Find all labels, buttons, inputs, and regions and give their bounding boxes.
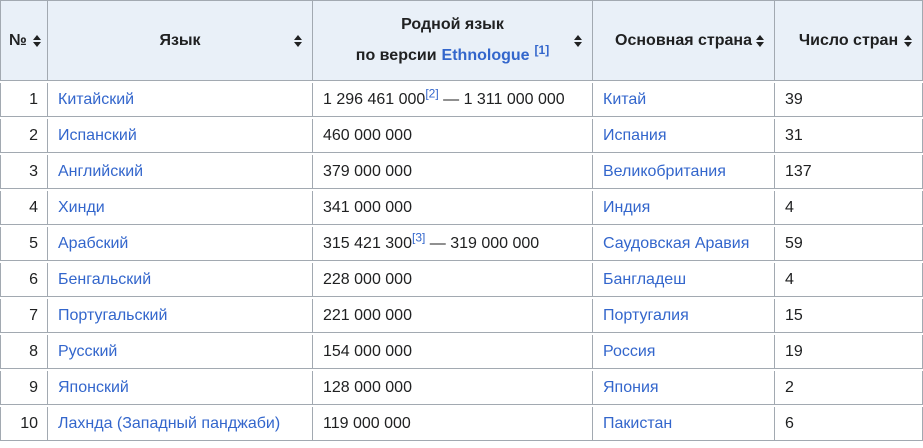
reference-link[interactable]: [3]: [411, 230, 426, 245]
reference-link[interactable]: [2]: [425, 86, 439, 101]
language-link[interactable]: Португальский: [58, 306, 168, 324]
column-header-countries-count[interactable]: Число стран: [775, 0, 923, 81]
countries-count-value: 2: [775, 371, 923, 405]
table-row: 6 Бенгальский 228 000 000 Бангладеш 4: [0, 263, 923, 297]
row-rank: 3: [0, 155, 48, 189]
language-link[interactable]: Китайский: [58, 90, 135, 108]
native-speakers-value: 128 000 000: [313, 371, 593, 405]
column-header-language-label: Язык: [159, 31, 201, 49]
header-row: № Язык Родной язык по версии Ethnologue [1…: [0, 0, 923, 81]
language-link[interactable]: Арабский: [58, 234, 129, 252]
native-speakers-value: 119 000 000: [313, 407, 593, 441]
countries-count-value: 59: [775, 227, 923, 261]
country-link[interactable]: Португалия: [603, 306, 689, 324]
country-link[interactable]: Китай: [603, 90, 647, 108]
column-header-number[interactable]: №: [0, 0, 48, 81]
row-rank: 1: [0, 83, 48, 117]
column-header-native-speakers[interactable]: Родной язык по версии Ethnologue [1]: [313, 0, 593, 81]
country-link[interactable]: Бангладеш: [603, 270, 687, 288]
row-rank: 10: [0, 407, 48, 441]
language-link[interactable]: Испанский: [58, 126, 137, 144]
row-rank: 7: [0, 299, 48, 333]
ethnologue-link[interactable]: Ethnologue: [441, 47, 530, 64]
native-speakers-value: 1 296 461 000[2] — 1 311 000 000: [313, 83, 593, 117]
countries-count-value: 4: [775, 191, 923, 225]
table-row: 4 Хинди 341 000 000 Индия 4: [0, 191, 923, 225]
row-rank: 6: [0, 263, 48, 297]
column-header-main-country-label: Основная страна: [615, 31, 752, 49]
column-header-native-subtitle: по версии Ethnologue [1]: [355, 42, 550, 64]
table-row: 8 Русский 154 000 000 Россия 19: [0, 335, 923, 369]
row-rank: 8: [0, 335, 48, 369]
sort-icon[interactable]: [574, 34, 582, 47]
countries-count-value: 31: [775, 119, 923, 153]
language-link[interactable]: Лахнда (Западный панджаби): [58, 414, 281, 432]
countries-count-value: 137: [775, 155, 923, 189]
native-speakers-value: 341 000 000: [313, 191, 593, 225]
country-link[interactable]: Япония: [603, 378, 659, 396]
sort-icon[interactable]: [904, 34, 912, 47]
native-speakers-value: 221 000 000: [313, 299, 593, 333]
table-row: 7 Португальский 221 000 000 Португалия 1…: [0, 299, 923, 333]
table-row: 1 Китайский 1 296 461 000[2] — 1 311 000…: [0, 83, 923, 117]
column-header-language[interactable]: Язык: [48, 0, 313, 81]
native-speakers-value: 379 000 000: [313, 155, 593, 189]
table-row: 2 Испанский 460 000 000 Испания 31: [0, 119, 923, 153]
native-speakers-value: 154 000 000: [313, 335, 593, 369]
country-link[interactable]: Россия: [603, 342, 656, 360]
column-header-native-title: Родной язык: [401, 16, 504, 33]
table-row: 9 Японский 128 000 000 Япония 2: [0, 371, 923, 405]
table-row: 5 Арабский 315 421 300[3] — 319 000 000 …: [0, 227, 923, 261]
sort-icon[interactable]: [32, 34, 41, 47]
countries-count-value: 19: [775, 335, 923, 369]
column-header-number-label: №: [9, 31, 27, 49]
sort-icon[interactable]: [756, 34, 764, 47]
language-link[interactable]: Хинди: [58, 198, 105, 216]
language-link[interactable]: Русский: [58, 342, 118, 360]
row-rank: 2: [0, 119, 48, 153]
column-header-countries-count-label: Число стран: [798, 31, 899, 49]
column-header-main-country[interactable]: Основная страна: [593, 0, 775, 81]
native-speakers-value: 228 000 000: [313, 263, 593, 297]
country-link[interactable]: Пакистан: [603, 414, 673, 432]
country-link[interactable]: Индия: [603, 198, 651, 216]
language-link[interactable]: Бенгальский: [58, 270, 152, 288]
country-link[interactable]: Саудовская Аравия: [603, 234, 750, 252]
native-speakers-value: 460 000 000: [313, 119, 593, 153]
country-link[interactable]: Испания: [603, 126, 667, 144]
table-row: 3 Английский 379 000 000 Великобритания …: [0, 155, 923, 189]
countries-count-value: 15: [775, 299, 923, 333]
row-rank: 4: [0, 191, 48, 225]
native-speakers-value: 315 421 300[3] — 319 000 000: [313, 227, 593, 261]
language-link[interactable]: Японский: [58, 378, 129, 396]
table-row: 10 Лахнда (Западный панджаби) 119 000 00…: [0, 407, 923, 441]
row-rank: 9: [0, 371, 48, 405]
sort-icon[interactable]: [294, 34, 302, 47]
language-link[interactable]: Английский: [58, 162, 144, 180]
row-rank: 5: [0, 227, 48, 261]
reference-link[interactable]: [1]: [534, 42, 550, 57]
countries-count-value: 6: [775, 407, 923, 441]
countries-count-value: 39: [775, 83, 923, 117]
country-link[interactable]: Великобритания: [603, 162, 726, 180]
countries-count-value: 4: [775, 263, 923, 297]
